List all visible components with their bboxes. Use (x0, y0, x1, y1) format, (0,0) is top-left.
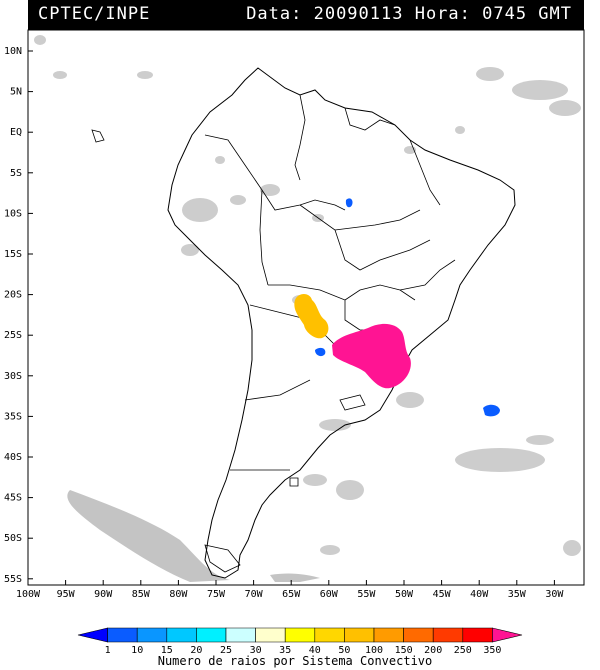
lon-label: 40W (470, 589, 489, 600)
lon-label: 35W (508, 589, 527, 600)
lat-label: EQ (10, 127, 22, 138)
legend-swatch (225, 627, 256, 643)
lon-label: 70W (245, 589, 264, 600)
legend-tick-label: 10 (131, 645, 143, 656)
title-bar: CPTEC/INPE Data: 20090113 Hora: 0745 GMT (28, 0, 584, 30)
legend-ticks: 1 10 15 20 25 30 35 40 50 100 150 200 250 350 (105, 645, 502, 656)
lat-label: 10S (4, 208, 22, 219)
cluster-yellow (294, 294, 329, 339)
legend-tick-label: 15 (161, 645, 173, 656)
legend-swatch (166, 627, 197, 643)
lat-label: 5S (10, 168, 22, 179)
lon-label: 80W (169, 589, 188, 600)
lat-label: 40S (4, 452, 22, 463)
legend-swatch (284, 627, 316, 643)
legend-swatch (136, 627, 168, 643)
lat-label: 45S (4, 493, 22, 504)
lat-label: 15S (4, 249, 22, 260)
lon-label: 50W (395, 589, 414, 600)
legend-tick-label: 50 (338, 645, 350, 656)
cluster-magenta (332, 323, 411, 389)
lat-label: 20S (4, 290, 22, 301)
legend-tick-label: 250 (454, 645, 472, 656)
longitude-axis: 100W 95W 90W 85W 80W 75W 70W 65W 60W 55W 50W 45W 40W… (16, 580, 564, 600)
lat-label: 30S (4, 371, 22, 382)
legend-caption: Numero de raios por Sistema Convectivo (158, 654, 433, 668)
lon-label: 60W (320, 589, 339, 600)
lon-label: 75W (207, 589, 226, 600)
legend-swatch (255, 627, 286, 643)
lightning-clusters (294, 198, 500, 417)
legend-tick-label: 35 (279, 645, 291, 656)
legend-tick-label: 40 (309, 645, 321, 656)
legend-tick-label: 100 (365, 645, 383, 656)
islands (91, 129, 366, 573)
lon-label: 55W (357, 589, 376, 600)
legend-swatch (462, 627, 493, 643)
legend-swatch (314, 627, 345, 643)
legend-tick-label: 200 (424, 645, 442, 656)
legend-tick-label: 1 (105, 645, 111, 656)
legend-swatch (107, 627, 138, 643)
legend-swatch (344, 627, 375, 643)
lat-label: 10N (4, 46, 22, 57)
latitude-axis: 10N 5N EQ 5S 10S 15S 20S 25S 30S 35S 40S 45S 50S 55S (4, 46, 33, 585)
legend-tick-label: 150 (395, 645, 413, 656)
cluster-blue-2 (315, 347, 326, 357)
cloud-band-tail (270, 573, 320, 582)
legend-tick-label: 20 (190, 645, 202, 656)
lightning-map: 10N5NEQ5S10S15S20S25S30S35S40S45S50S55S … (4, 29, 585, 600)
legend-swatch (77, 627, 108, 643)
lat-label: 25S (4, 330, 22, 341)
lon-label: 100W (16, 589, 41, 600)
legend-swatch (492, 627, 523, 643)
legend-swatch (432, 627, 464, 643)
legend-swatch (373, 627, 404, 643)
cluster-blue-1 (345, 198, 353, 208)
cloud-band-south (67, 490, 230, 582)
legend-tick-label: 25 (220, 645, 232, 656)
lon-label: 65W (282, 589, 301, 600)
lon-label: 90W (94, 589, 113, 600)
legend-tick-label: 30 (250, 645, 262, 656)
datetime-label: Data: 20090113 Hora: 0745 GMT (246, 4, 572, 24)
lat-label: 55S (4, 574, 22, 585)
legend-tick-label: 350 (483, 645, 501, 656)
south-america-outline (167, 67, 516, 579)
lon-label: 45W (433, 589, 452, 600)
cluster-blue-3 (483, 404, 500, 417)
lon-label: 85W (132, 589, 151, 600)
legend-bar (77, 627, 523, 643)
lon-label: 30W (545, 589, 564, 600)
legend-swatch (403, 627, 434, 643)
lat-label: 35S (4, 411, 22, 422)
lat-label: 5N (10, 87, 22, 98)
lat-label: 50S (4, 533, 22, 544)
legend-swatch (196, 627, 227, 643)
source-label: CPTEC/INPE (38, 4, 151, 24)
color-legend: 1 10 15 20 25 30 35 40 50 100 150 200 250 350 Numero … (77, 627, 523, 668)
lon-label: 95W (57, 589, 76, 600)
